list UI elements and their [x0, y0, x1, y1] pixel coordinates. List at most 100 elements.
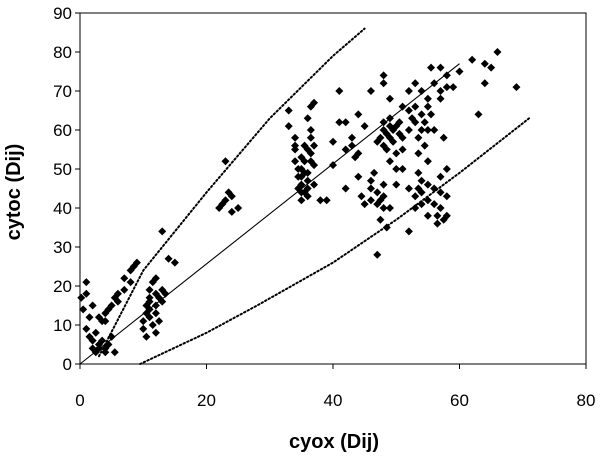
data-point [366, 184, 375, 193]
data-point [366, 196, 375, 205]
data-point [379, 192, 388, 201]
data-point [354, 110, 363, 119]
data-point [306, 133, 315, 142]
y-tick-label: 90 [53, 4, 72, 23]
data-point [392, 149, 401, 158]
data-point [404, 126, 413, 134]
data-point [306, 149, 315, 158]
data-point [414, 168, 423, 177]
x-tick-label: 0 [75, 391, 84, 410]
data-point [411, 192, 420, 201]
data-point [360, 200, 369, 209]
data-point [316, 196, 325, 205]
data-point [218, 200, 227, 209]
x-axis-title: cyox (Dij) [289, 431, 379, 453]
data-point [294, 172, 303, 181]
data-point [411, 204, 420, 212]
data-point [417, 126, 426, 134]
data-point [398, 102, 407, 111]
data-point [404, 227, 413, 236]
data-point [427, 63, 436, 72]
data-points [77, 48, 521, 357]
data-point [389, 137, 398, 146]
data-point [430, 126, 439, 134]
data-point [113, 297, 122, 306]
data-point [303, 114, 312, 123]
data-point [341, 145, 350, 154]
data-point [442, 83, 451, 92]
data-point [341, 184, 350, 193]
data-point [145, 293, 154, 302]
data-point [430, 184, 439, 193]
data-point [335, 87, 344, 95]
data-point [379, 71, 388, 80]
data-point [379, 79, 388, 88]
data-point [404, 106, 413, 115]
data-point [85, 332, 94, 341]
data-point [145, 313, 154, 322]
data-point [493, 48, 502, 56]
data-point [433, 211, 442, 220]
data-point [439, 133, 448, 142]
data-point [155, 317, 164, 326]
data-point [423, 94, 432, 103]
data-point [284, 106, 293, 115]
data-point [398, 133, 407, 142]
data-point [142, 332, 151, 341]
data-point [427, 110, 436, 119]
x-tick-label: 80 [577, 391, 596, 410]
data-point [385, 122, 394, 131]
data-point [370, 168, 379, 177]
data-point [148, 321, 157, 329]
data-point [329, 137, 337, 146]
y-tick-label: 40 [53, 199, 72, 218]
dotted-bound-line [139, 117, 531, 365]
data-point [417, 200, 426, 209]
data-point [417, 87, 426, 95]
y-tick-label: 30 [53, 238, 72, 257]
data-point [297, 196, 306, 205]
data-point [436, 204, 445, 212]
data-point [411, 118, 420, 127]
data-point [347, 141, 356, 150]
data-point [455, 67, 464, 76]
data-point [98, 336, 107, 345]
data-point [385, 157, 394, 166]
data-point [398, 165, 407, 173]
data-point [423, 102, 432, 111]
data-point [82, 289, 91, 298]
data-point [110, 348, 119, 357]
data-point [120, 274, 129, 283]
data-point [300, 157, 309, 166]
data-point [310, 141, 319, 150]
data-point [310, 98, 319, 107]
data-point [113, 289, 122, 298]
data-point [303, 184, 312, 193]
data-point [107, 301, 116, 310]
data-point [347, 133, 356, 142]
data-point [404, 87, 413, 95]
data-point [395, 118, 404, 127]
data-point [322, 196, 331, 205]
data-point [126, 278, 135, 287]
data-point [151, 301, 160, 310]
data-point [436, 63, 445, 72]
y-axis-title: cytoc (Dij) [3, 144, 25, 241]
data-point [392, 165, 401, 173]
data-point [82, 278, 91, 287]
data-point [414, 133, 423, 142]
data-point [430, 200, 439, 209]
y-tick-label: 80 [53, 43, 72, 62]
data-point [430, 79, 439, 88]
data-point [417, 188, 426, 197]
data-point [376, 133, 385, 142]
y-tick-label: 0 [63, 355, 72, 374]
data-point [366, 87, 375, 95]
data-point [468, 55, 477, 64]
data-point [442, 165, 451, 173]
data-point [442, 192, 451, 201]
data-point [480, 79, 489, 88]
data-point [442, 71, 451, 80]
data-point [354, 149, 363, 158]
